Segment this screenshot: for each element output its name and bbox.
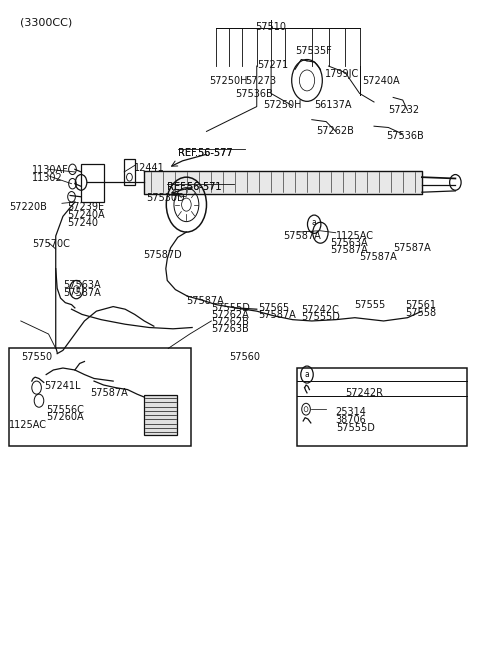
Text: 57240: 57240 (67, 217, 98, 228)
Text: 57555D: 57555D (211, 303, 250, 312)
Text: 57273: 57273 (245, 76, 276, 86)
Text: 57536B: 57536B (235, 89, 273, 99)
Text: 57262B: 57262B (211, 317, 249, 327)
Polygon shape (144, 171, 422, 193)
Text: a: a (312, 217, 316, 227)
Text: 1799JC: 1799JC (325, 69, 360, 79)
Text: 57587A: 57587A (91, 388, 129, 398)
Text: 11302: 11302 (32, 174, 62, 183)
Text: 57587A: 57587A (393, 242, 431, 253)
Text: (3300CC): (3300CC) (20, 17, 72, 27)
Bar (298, 368, 468, 447)
Text: 38706: 38706 (336, 415, 366, 425)
Text: REF.56-571: REF.56-571 (167, 182, 222, 193)
Text: 57242C: 57242C (301, 305, 339, 314)
Text: 57260A: 57260A (46, 413, 84, 422)
Text: 57587A: 57587A (63, 288, 101, 298)
Text: REF.56-577: REF.56-577 (178, 148, 232, 158)
Text: 57242R: 57242R (345, 388, 384, 398)
Text: 57550: 57550 (21, 352, 52, 362)
Text: 57240A: 57240A (362, 76, 400, 86)
Text: 57555D: 57555D (336, 423, 374, 433)
Text: 57558: 57558 (405, 308, 436, 318)
Text: 57587A: 57587A (330, 245, 368, 255)
Text: 1130AF: 1130AF (32, 166, 69, 176)
Text: 57241L: 57241L (44, 381, 80, 391)
Text: 57563A: 57563A (330, 238, 368, 248)
Bar (144, 395, 177, 436)
Text: 57587A: 57587A (283, 231, 321, 241)
Text: REF.56-571: REF.56-571 (167, 182, 222, 193)
Text: 57587D: 57587D (144, 250, 182, 261)
Text: 56137A: 56137A (314, 100, 352, 110)
Text: 57232: 57232 (388, 105, 420, 115)
Text: 57250H: 57250H (209, 76, 247, 86)
Bar (81, 164, 104, 202)
Text: 57530D: 57530D (147, 193, 185, 203)
Text: 57220B: 57220B (9, 202, 47, 212)
Text: 1125AC: 1125AC (336, 231, 374, 241)
Text: 57262A: 57262A (211, 310, 249, 320)
Text: 57587A: 57587A (360, 252, 397, 263)
Text: 57587A: 57587A (186, 296, 224, 306)
Text: 57563A: 57563A (63, 280, 100, 290)
Text: 12441: 12441 (134, 163, 165, 173)
Text: 57262B: 57262B (317, 126, 354, 136)
Bar (124, 159, 135, 185)
Text: 57535F: 57535F (295, 47, 332, 56)
Text: 57555D: 57555D (301, 312, 340, 322)
Text: 57536B: 57536B (386, 132, 424, 141)
Text: 57560: 57560 (229, 352, 261, 362)
Text: 57587A: 57587A (258, 310, 296, 320)
Text: 57565: 57565 (258, 303, 289, 312)
Text: 57271: 57271 (257, 60, 288, 69)
Text: 57510: 57510 (256, 22, 287, 31)
Text: 57250H: 57250H (263, 100, 301, 110)
Text: 1125AC: 1125AC (9, 421, 48, 430)
Text: a: a (305, 370, 310, 379)
Bar (9, 348, 191, 447)
Text: 57239E: 57239E (67, 202, 104, 212)
Text: 57555: 57555 (354, 300, 385, 310)
Text: 57240A: 57240A (67, 210, 104, 220)
Text: 57556C: 57556C (46, 405, 84, 415)
Text: 57561: 57561 (405, 300, 436, 310)
Text: REF.56-577: REF.56-577 (178, 148, 232, 158)
Text: 25314: 25314 (336, 407, 367, 417)
Text: 57570C: 57570C (32, 239, 70, 250)
Text: 57263B: 57263B (211, 324, 249, 334)
